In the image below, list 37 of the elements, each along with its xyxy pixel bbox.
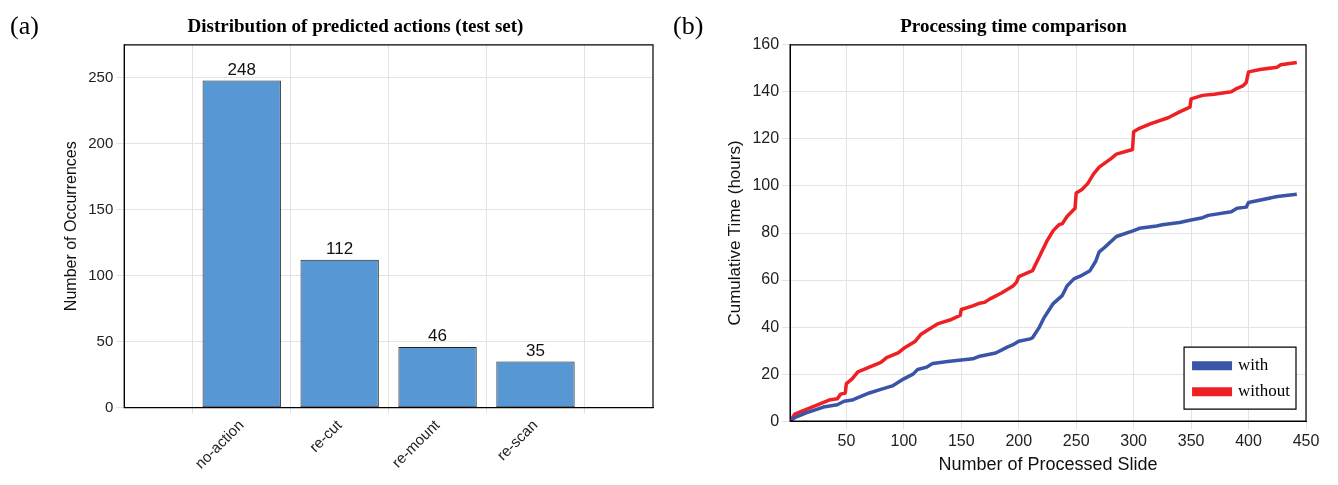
y-tick-label: 100 — [88, 265, 114, 283]
y-tick-label: 150 — [88, 199, 114, 217]
chart-title: Distribution of predicted actions (test set) — [187, 15, 524, 38]
y-axis-title: Cumulative Time (hours) — [724, 140, 744, 326]
x-tick-label: 250 — [1062, 432, 1090, 450]
y-tick-label: 20 — [761, 364, 780, 382]
y-tick-label: 120 — [752, 129, 780, 147]
chart-title: Processing time comparison — [900, 15, 1128, 37]
data-label: 248 — [227, 59, 256, 79]
y-tick-label: 100 — [752, 176, 780, 194]
x-tick-label: 300 — [1120, 432, 1148, 450]
x-tick-label: 450 — [1292, 432, 1320, 450]
x-tick-label: 50 — [837, 432, 856, 450]
y-tick-label: 200 — [88, 133, 114, 151]
x-tick-label: 400 — [1235, 432, 1262, 450]
x-axis-title: Number of Processed Slide — [938, 454, 1158, 475]
y-tick-label: 80 — [761, 223, 780, 241]
x-tick-label: 150 — [947, 432, 975, 450]
y-tick-label: 40 — [761, 317, 780, 335]
y-tick-label: 140 — [752, 82, 780, 100]
y-axis-title: Number of Occurrences — [62, 141, 80, 312]
x-tick-label: 350 — [1177, 432, 1205, 450]
y-tick-label: 50 — [96, 331, 114, 349]
data-label: 46 — [428, 326, 448, 346]
y-tick-label: 60 — [761, 270, 780, 288]
legend-label: with — [1238, 354, 1269, 374]
data-label: 112 — [326, 239, 354, 259]
x-tick-label: 100 — [890, 432, 918, 450]
y-tick-label: 0 — [770, 411, 780, 429]
y-tick-label: 160 — [752, 35, 780, 53]
y-tick-label: 0 — [104, 397, 114, 415]
y-tick-label: 250 — [88, 67, 114, 85]
legend-label: without — [1238, 380, 1291, 400]
text: (a) — [10, 10, 39, 40]
text: (b) — [673, 10, 704, 40]
data-label: 35 — [526, 340, 545, 360]
x-tick-label: 200 — [1005, 432, 1033, 450]
